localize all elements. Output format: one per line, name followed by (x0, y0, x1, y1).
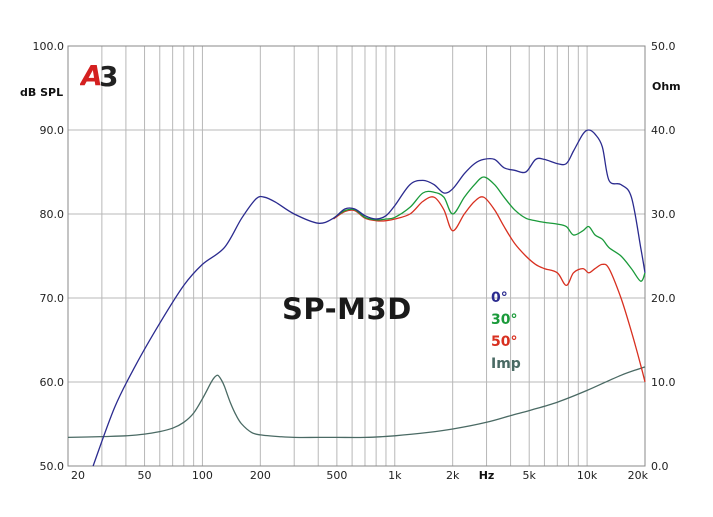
svg-text:3: 3 (99, 60, 118, 88)
svg-text:A: A (80, 59, 103, 88)
y-tick-left: 80.0 (40, 208, 65, 221)
y-tick-right: 10.0 (651, 376, 676, 389)
plot-frame (67, 45, 646, 467)
x-tick: 100 (192, 469, 213, 482)
series-group (67, 129, 646, 467)
a3-logo: A 3 (80, 59, 118, 88)
legend-entry-30deg: 30° (491, 312, 518, 328)
series-line-50deg (333, 196, 646, 383)
y-axis-right: 50.0 40.0 30.0 20.0 10.0 0.0 (651, 40, 676, 473)
y-tick-left: 90.0 (40, 124, 65, 137)
x-tick: 500 (326, 469, 347, 482)
legend-entry-imp: Imp (491, 356, 521, 372)
x-tick: 20 (71, 469, 85, 482)
x-tick: 10k (577, 469, 598, 482)
y-axis-left: 100.0 90.0 80.0 70.0 60.0 50.0 (33, 40, 65, 473)
y-tick-left: 50.0 (40, 460, 65, 473)
y-tick-left: 100.0 (33, 40, 65, 53)
x-tick: 20k (628, 469, 649, 482)
chart-title: SP-M3D (282, 292, 412, 326)
y-tick-left: 70.0 (40, 292, 65, 305)
x-axis: 20 50 100 200 500 1k 2k Hz 5k 10k 20k (71, 469, 649, 482)
legend-entry-50deg: 50° (491, 334, 518, 350)
y-tick-right: 40.0 (651, 124, 676, 137)
legend-entry-0deg: 0° (491, 290, 508, 306)
series-line-0deg (92, 129, 646, 467)
series-line-30deg (333, 176, 646, 282)
chart-grid (67, 45, 646, 467)
series-line-impedance (67, 366, 646, 439)
x-tick: 5k (523, 469, 537, 482)
legend: 0° 30° 50° Imp (491, 287, 521, 375)
x-tick: 50 (138, 469, 152, 482)
x-tick: 1k (388, 469, 402, 482)
y-tick-left: 60.0 (40, 376, 65, 389)
y-tick-right: 50.0 (651, 40, 676, 53)
y-tick-right: 20.0 (651, 292, 676, 305)
x-tick: 2k (446, 469, 460, 482)
x-axis-unit: Hz (479, 469, 495, 482)
y-axis-right-unit: Ohm (652, 80, 681, 93)
y-tick-right: 30.0 (651, 208, 676, 221)
y-axis-left-unit: dB SPL (20, 86, 63, 99)
x-tick: 200 (250, 469, 271, 482)
y-tick-right: 0.0 (651, 460, 669, 473)
